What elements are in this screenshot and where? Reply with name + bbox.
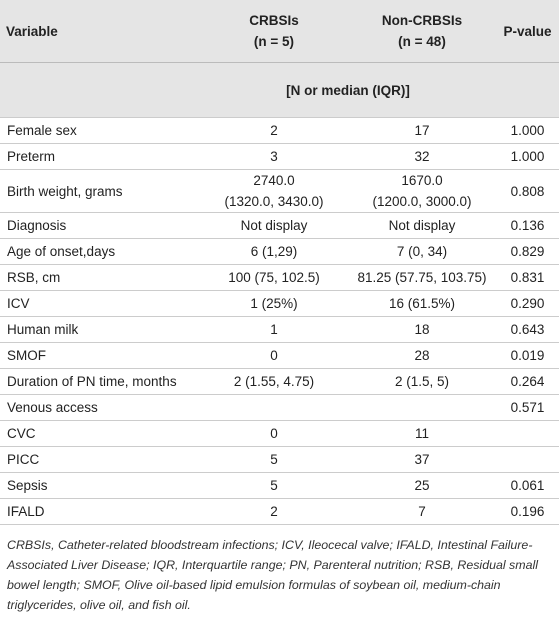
cell: 28 xyxy=(348,342,496,369)
empty-cell xyxy=(496,446,559,473)
cell: 5 xyxy=(200,472,348,499)
cell: 17 xyxy=(348,117,496,144)
cell: Not display xyxy=(348,212,496,239)
row-label: SMOF xyxy=(0,342,200,369)
cell: 1.000 xyxy=(496,117,559,144)
cell: 16 (61.5%) xyxy=(348,290,496,317)
cell: 0.290 xyxy=(496,290,559,317)
cell: 0 xyxy=(200,342,348,369)
cell: 1670.0 (1200.0, 3000.0) xyxy=(348,169,496,213)
empty-cell xyxy=(496,62,559,118)
cell: 100 (75, 102.5) xyxy=(200,264,348,291)
table-row: Diagnosis Not display Not display 0.136 xyxy=(0,212,559,239)
cell: 2 (1.55, 4.75) xyxy=(200,368,348,395)
row-label: Diagnosis xyxy=(0,212,200,239)
subheader-row: [N or median (IQR)] xyxy=(0,62,559,118)
cell: 0.061 xyxy=(496,472,559,499)
row-label: RSB, cm xyxy=(0,264,200,291)
cell: 0.571 xyxy=(496,394,559,421)
table-row: RSB, cm 100 (75, 102.5) 81.25 (57.75, 103.… xyxy=(0,264,559,291)
cell: 32 xyxy=(348,143,496,170)
cell: 11 xyxy=(348,420,496,447)
cell: 0.196 xyxy=(496,498,559,525)
cell: 7 (0, 34) xyxy=(348,238,496,265)
cell: 25 xyxy=(348,472,496,499)
subheader: [N or median (IQR)] xyxy=(200,62,496,118)
cell: 2 (1.5, 5) xyxy=(348,368,496,395)
cell: 0 xyxy=(200,420,348,447)
empty-cell xyxy=(496,420,559,447)
column-header: Non-CRBSIs (n = 48) xyxy=(381,13,463,49)
column-header: CRBSIs (n = 5) xyxy=(249,13,299,49)
row-label: CVC xyxy=(0,420,200,447)
row-label: PICC xyxy=(0,446,200,473)
table-row: ICV 1 (25%) 16 (61.5%) 0.290 xyxy=(0,290,559,317)
table-header: Variable CRBSIs (n = 5) Non-CRBSIs (n = 48… xyxy=(0,0,559,118)
cell: 5 xyxy=(200,446,348,473)
cell: 1 xyxy=(200,316,348,343)
column-header: P-value xyxy=(503,23,552,39)
row-label: Female sex xyxy=(0,117,200,144)
table-row: IFALD 2 7 0.196 xyxy=(0,498,559,525)
table-row: PICC 5 37 xyxy=(0,446,559,473)
table-row: Human milk 1 18 0.643 xyxy=(0,316,559,343)
cell: 18 xyxy=(348,316,496,343)
table-row: Female sex 2 17 1.000 xyxy=(0,117,559,144)
cell: 3 xyxy=(200,143,348,170)
empty-cell xyxy=(348,394,496,421)
row-label: Human milk xyxy=(0,316,200,343)
cell: 6 (1,29) xyxy=(200,238,348,265)
cell: 81.25 (57.75, 103.75) xyxy=(348,264,496,291)
data-table: Variable CRBSIs (n = 5) Non-CRBSIs (n = 48… xyxy=(0,0,559,525)
footnote: CRBSIs, Catheter-related bloodstream inf… xyxy=(7,538,538,612)
table-row: Venous access 0.571 xyxy=(0,394,559,421)
cell: 0.831 xyxy=(496,264,559,291)
row-label: Sepsis xyxy=(0,472,200,499)
row-label: Venous access xyxy=(0,394,200,421)
cell: 2 xyxy=(200,117,348,144)
cell: 1 (25%) xyxy=(200,290,348,317)
row-label: ICV xyxy=(0,290,200,317)
row-label: Duration of PN time, months xyxy=(0,368,200,395)
cell: 2 xyxy=(200,498,348,525)
table-body: Female sex 2 17 1.000 Preterm 3 32 1.000 Birth w… xyxy=(0,117,559,525)
empty-cell xyxy=(0,62,200,118)
row-label: Preterm xyxy=(0,143,200,170)
row-label: IFALD xyxy=(0,498,200,525)
cell: Not display xyxy=(200,212,348,239)
column-header: Variable xyxy=(6,23,58,39)
cell: 0.829 xyxy=(496,238,559,265)
table-row: Birth weight, grams 2740.0 (1320.0, 3430.… xyxy=(0,169,559,213)
cell: 0.019 xyxy=(496,342,559,369)
cell: 1.000 xyxy=(496,143,559,170)
cell: 7 xyxy=(348,498,496,525)
header-row: Variable CRBSIs (n = 5) Non-CRBSIs (n = 48… xyxy=(0,0,559,63)
cell: 0.643 xyxy=(496,316,559,343)
cell: 37 xyxy=(348,446,496,473)
cell: 0.808 xyxy=(496,169,559,213)
table-row: SMOF 0 28 0.019 xyxy=(0,342,559,369)
table-row: Sepsis 5 25 0.061 xyxy=(0,472,559,499)
cell: 0.264 xyxy=(496,368,559,395)
table-row: Age of onset,days 6 (1,29) 7 (0, 34) 0.829 xyxy=(0,238,559,265)
empty-cell xyxy=(200,394,348,421)
table-row: Duration of PN time, months 2 (1.55, 4.75… xyxy=(0,368,559,395)
row-label: Birth weight, grams xyxy=(0,169,200,213)
table-row: Preterm 3 32 1.000 xyxy=(0,143,559,170)
table-row: CVC 0 11 xyxy=(0,420,559,447)
cell: 0.136 xyxy=(496,212,559,239)
row-label: Age of onset,days xyxy=(0,238,200,265)
cell: 2740.0 (1320.0, 3430.0) xyxy=(200,169,348,213)
